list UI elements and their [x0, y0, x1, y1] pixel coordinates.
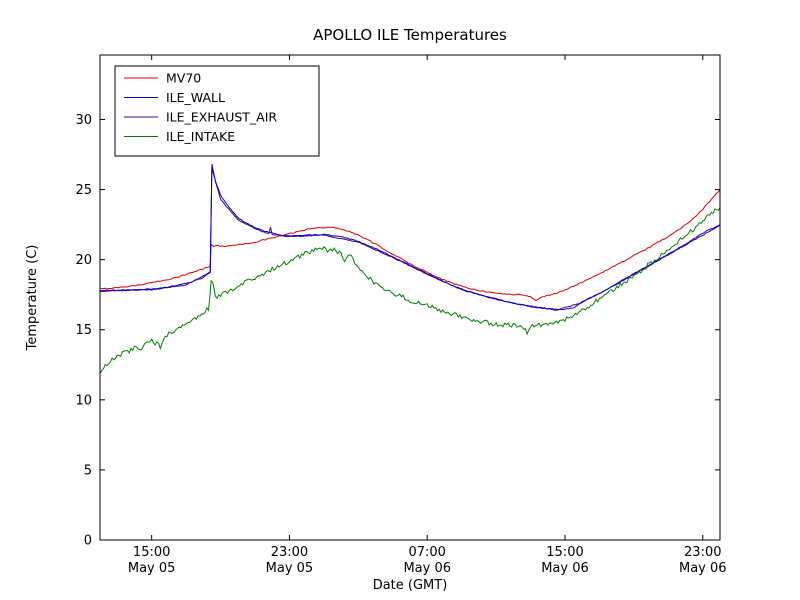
legend: MV70 ILE_WALL ILE_EXHAUST_AIR ILE_INTAKE	[114, 65, 320, 157]
legend-item-label: MV70	[166, 71, 201, 86]
y-tick-label: 20	[75, 253, 92, 268]
x-tick-time-label: 15:00	[133, 545, 170, 560]
x-tick-date-label: May 06	[403, 561, 451, 576]
x-axis-label: Date (GMT)	[372, 578, 448, 593]
x-tick-time-label: 15:00	[546, 545, 583, 560]
x-tick-date-label: May 05	[266, 561, 314, 576]
y-tick-label: 5	[84, 463, 92, 478]
x-tick-time-label: 23:00	[684, 545, 721, 560]
legend-item-label: ILE_INTAKE	[166, 129, 235, 144]
x-tick-time-label: 23:00	[271, 545, 308, 560]
series-line-mv70	[100, 189, 720, 302]
x-tick-date-label: May 06	[541, 561, 589, 576]
y-tick-label: 25	[75, 183, 92, 198]
legend-item-label: ILE_WALL	[166, 90, 225, 105]
series-line-ile_wall	[100, 163, 720, 311]
chart-title: APOLLO ILE Temperatures	[313, 26, 507, 44]
series-lines	[100, 163, 720, 374]
y-tick-label: 10	[75, 393, 92, 408]
y-tick-label: 30	[75, 113, 92, 128]
legend-item-label: ILE_EXHAUST_AIR	[166, 110, 277, 125]
x-tick-date-label: May 06	[679, 561, 727, 576]
series-line-ile_exhaust_air	[100, 168, 720, 311]
x-tick-time-label: 07:00	[408, 545, 445, 560]
y-tick-label: 15	[75, 323, 92, 338]
axes-frame	[99, 54, 721, 541]
legend-box	[114, 65, 320, 157]
x-tick-date-label: May 05	[128, 561, 176, 576]
y-tick-label: 0	[84, 534, 92, 549]
series-line-ile_intake	[100, 207, 720, 374]
